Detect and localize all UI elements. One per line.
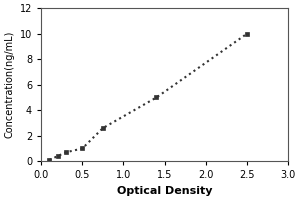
X-axis label: Optical Density: Optical Density xyxy=(117,186,212,196)
Y-axis label: Concentration(ng/mL): Concentration(ng/mL) xyxy=(4,31,14,138)
